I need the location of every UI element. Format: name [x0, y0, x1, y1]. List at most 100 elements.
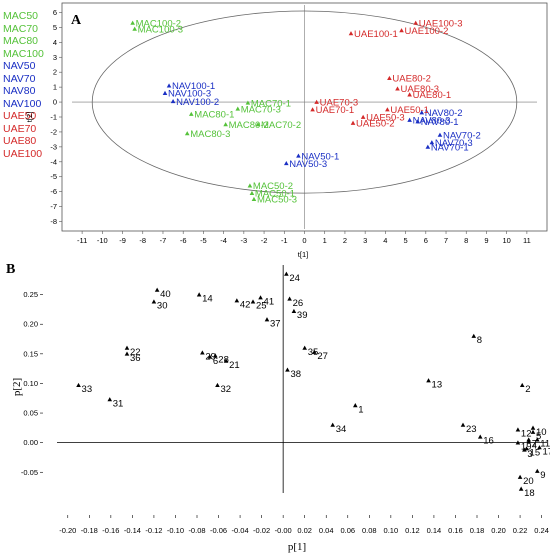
loading-point-marker — [285, 367, 290, 372]
loading-point-marker — [264, 317, 270, 322]
score-point-label: MAC50-3 — [257, 195, 297, 206]
score-point-label: UAE100-3 — [419, 18, 463, 29]
score-point-label: NAV70-1 — [431, 142, 469, 153]
y-tick-label: -2 — [50, 127, 57, 136]
score-point-marker — [419, 110, 425, 115]
loading-point-label: 33 — [82, 384, 93, 395]
score-point-marker — [429, 140, 435, 145]
loading-point-marker — [519, 382, 525, 388]
score-point-label: UAE50-2 — [356, 118, 395, 129]
y-tick-label: -8 — [50, 217, 57, 226]
score-point-label: NAV100-3 — [168, 89, 211, 100]
x-tick-label: 2 — [343, 236, 347, 245]
legend-item: MAC80 — [3, 35, 39, 47]
x-tick-label: -3 — [241, 236, 248, 245]
score-point-label: NAV70-3 — [435, 138, 473, 149]
score-point-label: MAC70-1 — [251, 98, 291, 109]
x-tick-label: 0.24 — [534, 526, 549, 535]
loading-point-marker — [471, 333, 477, 338]
loading-point-marker — [107, 397, 113, 402]
score-point-marker — [360, 114, 366, 119]
loading-point-marker — [517, 474, 523, 479]
score-point-marker — [170, 99, 176, 104]
loading-point-marker — [515, 427, 521, 432]
loading-point-label: 36 — [130, 353, 141, 364]
loading-point-marker — [535, 468, 540, 473]
y-tick-label: 0.05 — [23, 409, 38, 418]
loading-point-marker — [537, 445, 542, 450]
scores-plot-panel-a: A t[2] t[1] -11 -10 -9 -8 -7 -6 -5 -4 -3 -2 -1 0 1 2 3… — [25, 2, 548, 259]
x-tick-label: 11 — [523, 236, 531, 245]
loading-point-label: 22 — [130, 347, 141, 358]
loading-point-marker — [526, 437, 531, 442]
score-point-label: NAV100-1 — [172, 81, 215, 92]
score-point-marker — [310, 107, 315, 112]
loading-point-marker — [477, 434, 483, 439]
loading-point-marker — [330, 422, 335, 427]
x-tick-label: 8 — [464, 236, 468, 245]
loading-point-marker — [258, 295, 263, 300]
loading-point-label: 2 — [525, 384, 530, 395]
legend-a: MAC50 MAC70 MAC80 MAC100 NAV50 NAV70 NAV… — [3, 10, 44, 160]
loading-point-marker — [353, 403, 358, 408]
loading-point-marker — [234, 298, 240, 303]
x-tick-label: 5 — [404, 236, 408, 245]
loading-point-marker — [460, 422, 466, 427]
score-point-marker — [314, 99, 319, 104]
score-point-label: NAV80-1 — [421, 117, 459, 128]
loading-point-label: 8 — [477, 335, 482, 346]
x-tick-label: 6 — [424, 236, 428, 245]
score-point-label: NAV70-2 — [443, 130, 481, 141]
legend-item: MAC50 — [3, 10, 39, 22]
score-point-label: UAE80-1 — [413, 90, 452, 101]
y-tick-label: 6 — [53, 8, 57, 17]
loading-point-marker — [207, 354, 213, 359]
y-tick-label: -4 — [50, 157, 57, 166]
y-tick-label: 0 — [53, 98, 57, 107]
loading-point-label: 12 — [521, 429, 532, 440]
loading-point-label: 29 — [205, 352, 216, 363]
legend-item: UAE50 — [3, 110, 37, 122]
loading-point-marker — [287, 296, 292, 301]
loading-point-marker — [291, 308, 297, 314]
loading-point-marker — [312, 349, 317, 354]
score-point-marker — [184, 131, 190, 136]
score-point-marker — [413, 20, 418, 25]
score-point-marker — [132, 26, 137, 31]
loading-point-label: 24 — [289, 273, 300, 284]
x-tick-label: 1 — [323, 236, 327, 245]
loading-point-label: 15 — [530, 448, 541, 459]
score-point-marker — [407, 117, 412, 122]
loading-point-marker — [151, 299, 157, 304]
loading-point-label: 4 — [532, 440, 537, 451]
score-point-marker — [348, 31, 354, 36]
score-point-label: UAE80-2 — [392, 74, 431, 85]
x-tick-label: -6 — [180, 236, 187, 245]
score-point-label: MAC100-2 — [136, 18, 181, 29]
score-point-label: UAE50-1 — [390, 105, 429, 116]
x-tick-label: 10 — [503, 236, 511, 245]
x-tick-label: -11 — [77, 236, 87, 245]
legend-item: MAC70 — [3, 22, 39, 35]
loading-point-label: 13 — [432, 379, 443, 390]
loading-point-label: 34 — [336, 424, 347, 435]
x-tick-label: -2 — [261, 236, 268, 245]
loading-point-marker — [213, 353, 218, 358]
x-tick-label: 9 — [484, 236, 488, 245]
x-tick-label: -10 — [97, 236, 108, 245]
loading-point-label: 6 — [213, 356, 218, 367]
loading-point-label: 31 — [113, 398, 124, 409]
score-point-marker — [399, 28, 404, 33]
panel-label-b: B — [6, 262, 15, 277]
loading-point-marker — [76, 382, 81, 388]
score-point-label: UAE80-3 — [401, 84, 440, 95]
loading-point-label: 35 — [308, 347, 319, 358]
y-tick-label: -5 — [50, 172, 57, 181]
x-tick-label: 0.06 — [340, 526, 355, 535]
y-tick-label: 0.20 — [23, 320, 38, 329]
score-point-marker — [407, 92, 412, 97]
hotelling-ellipse — [91, 10, 518, 194]
score-point-marker — [255, 122, 261, 127]
loading-point-marker — [196, 292, 202, 297]
x-tick-label: 0 — [302, 236, 306, 245]
